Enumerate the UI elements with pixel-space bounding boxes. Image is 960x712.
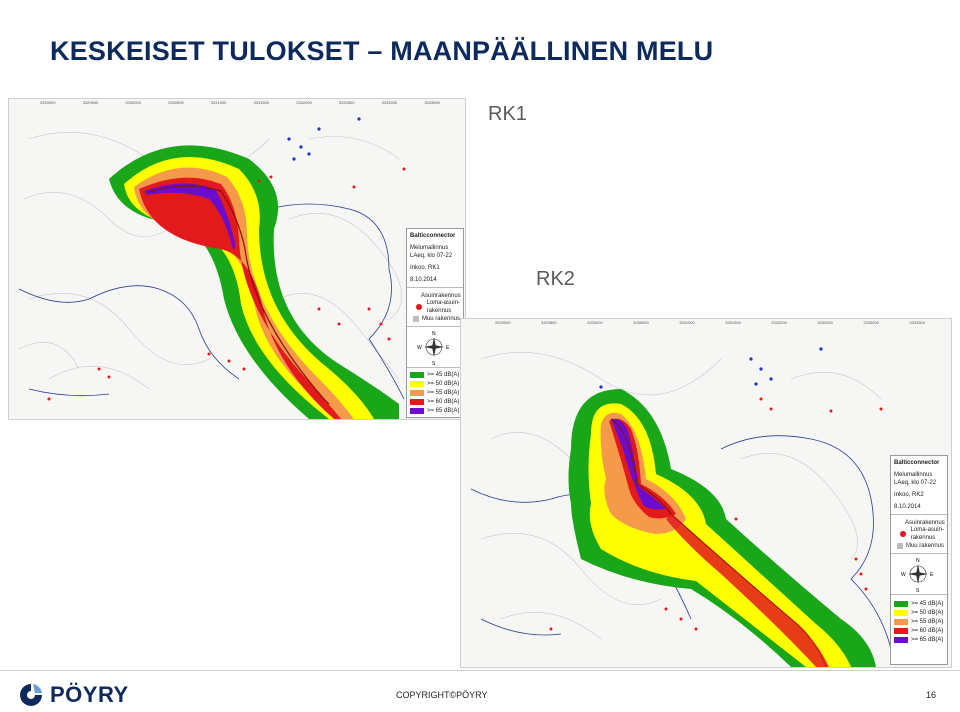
map-rk1: [8, 98, 466, 420]
tick: 3330500: [633, 320, 649, 325]
level-55: >= 55 dB(A): [911, 618, 944, 625]
label-rk1: RK1: [488, 103, 527, 125]
map-rk2: [460, 318, 952, 668]
tick-row-rk2-top: 3329000 3329500 3330000 3330500 3331000 33315…: [495, 320, 925, 325]
compass-w: W: [417, 345, 422, 351]
tick: 3331500: [725, 320, 741, 325]
level-45: >= 45 dB(A): [911, 600, 944, 607]
footer-divider: [0, 670, 960, 671]
label-rk2: RK2: [536, 268, 575, 290]
legend-rk2-date: 8.10.2014: [894, 504, 921, 510]
tick: 3332500: [338, 100, 355, 105]
tick: 3332500: [817, 320, 833, 325]
tick: 3329000: [495, 320, 511, 325]
swatch-55-icon: [410, 389, 424, 396]
compass-rose-icon: N S E W: [417, 331, 450, 367]
swatch-50-icon: [410, 380, 424, 387]
legend-rk1-line3: Inkoo, RK1: [410, 265, 440, 271]
compass-e: E: [930, 572, 934, 578]
level-50: >= 50 dB(A): [911, 609, 944, 616]
page-number: 16: [926, 690, 937, 700]
poyry-logo: PÖYRY: [18, 682, 129, 708]
tick: 3330500: [168, 100, 184, 105]
legend-rk2-line2: LAeq, klo 07-22: [894, 480, 937, 486]
swatch-45-icon: [410, 371, 424, 378]
tick: 3329500: [541, 320, 557, 325]
compass-w: W: [901, 572, 906, 578]
map-rk2-canvas: [461, 319, 951, 667]
swatch-55-icon: [894, 618, 908, 625]
poyry-logo-icon: [20, 684, 42, 706]
tick-row-rk1-top: 3329000 3329500 3330000 3330500 3331000 33315…: [40, 100, 440, 105]
swatch-65-icon: [894, 636, 908, 643]
swatch-60-icon: [410, 398, 424, 405]
tick: 3332000: [771, 320, 787, 325]
muu-swatch-icon: [897, 542, 903, 549]
compass-n: N: [916, 558, 920, 564]
tick: 3333500: [909, 320, 925, 325]
legend-rk2: Balticconnector Melumallinnus LAeq, klo …: [890, 455, 948, 665]
compass-rose-icon: N S E W: [901, 558, 934, 594]
tick: 3333500: [424, 100, 440, 105]
legend-rk1-line1: Melumallinnus: [410, 245, 449, 251]
page-title: KESKEISET TULOKSET – MAANPÄÄLLINEN MELU: [50, 36, 714, 66]
legend-loma: Loma-asuin-rakennus: [426, 300, 460, 314]
loma-dot-icon: [416, 304, 422, 310]
tick: 3333000: [381, 100, 398, 105]
compass-s: S: [432, 361, 436, 367]
tick: 3333000: [863, 320, 879, 325]
legend-loma: Loma-asuin-rakennus: [910, 527, 944, 541]
swatch-65-icon: [410, 407, 424, 414]
legend-rk1-line2: LAeq, klo 07-22: [410, 253, 453, 259]
level-60: >= 60 dB(A): [427, 398, 460, 405]
level-45: >= 45 dB(A): [427, 371, 460, 378]
compass-rk2: N S E W: [891, 554, 947, 595]
level-65: >= 65 dB(A): [911, 636, 944, 643]
muu-swatch-icon: [413, 315, 419, 322]
tick: 3331500: [253, 100, 270, 105]
noise-legend-rk1: >= 45 dB(A) >= 50 dB(A) >= 55 dB(A) >= 6…: [407, 368, 463, 417]
legend-muu: Muu rakennus: [905, 542, 944, 549]
tick: 3331000: [210, 100, 227, 105]
loma-dot-icon: [900, 531, 906, 537]
legend-rk1-date: 8.10.2014: [410, 277, 437, 283]
legend-asuin: Asuinrakennus: [421, 292, 461, 299]
legend-rk1: Balticconnector Melumallinnus LAeq, klo …: [406, 228, 464, 418]
swatch-60-icon: [894, 627, 908, 634]
level-65: >= 65 dB(A): [427, 407, 460, 414]
legend-rk2-title: Balticconnector: [894, 460, 940, 466]
swatch-45-icon: [894, 600, 908, 607]
tick: 3331000: [679, 320, 695, 325]
legend-muu: Muu rakennus: [421, 315, 460, 322]
legend-rk1-title: Balticconnector: [410, 233, 456, 239]
noise-legend-rk2: >= 45 dB(A) >= 50 dB(A) >= 55 dB(A) >= 6…: [891, 595, 947, 648]
map-rk1-canvas: [9, 99, 465, 419]
level-50: >= 50 dB(A): [427, 380, 460, 387]
tick: 3329500: [82, 100, 99, 105]
level-55: >= 55 dB(A): [427, 389, 460, 396]
tick: 3329000: [40, 100, 56, 105]
legend-asuin: Asuinrakennus: [905, 519, 945, 526]
level-60: >= 60 dB(A): [911, 627, 944, 634]
legend-rk2-line1: Melumallinnus: [894, 472, 933, 478]
compass-rk1: N S E W: [407, 327, 463, 368]
compass-n: N: [432, 331, 436, 337]
copyright-text: COPYRIGHT©PÖYRY: [396, 690, 488, 700]
swatch-50-icon: [894, 609, 908, 616]
compass-e: E: [446, 345, 450, 351]
compass-s: S: [916, 588, 920, 594]
tick: 3332000: [296, 100, 312, 105]
tick: 3330000: [125, 100, 141, 105]
logo-text: PÖYRY: [50, 682, 129, 707]
legend-rk2-line3: Inkoo, RK2: [894, 492, 924, 498]
tick: 3330000: [587, 320, 603, 325]
